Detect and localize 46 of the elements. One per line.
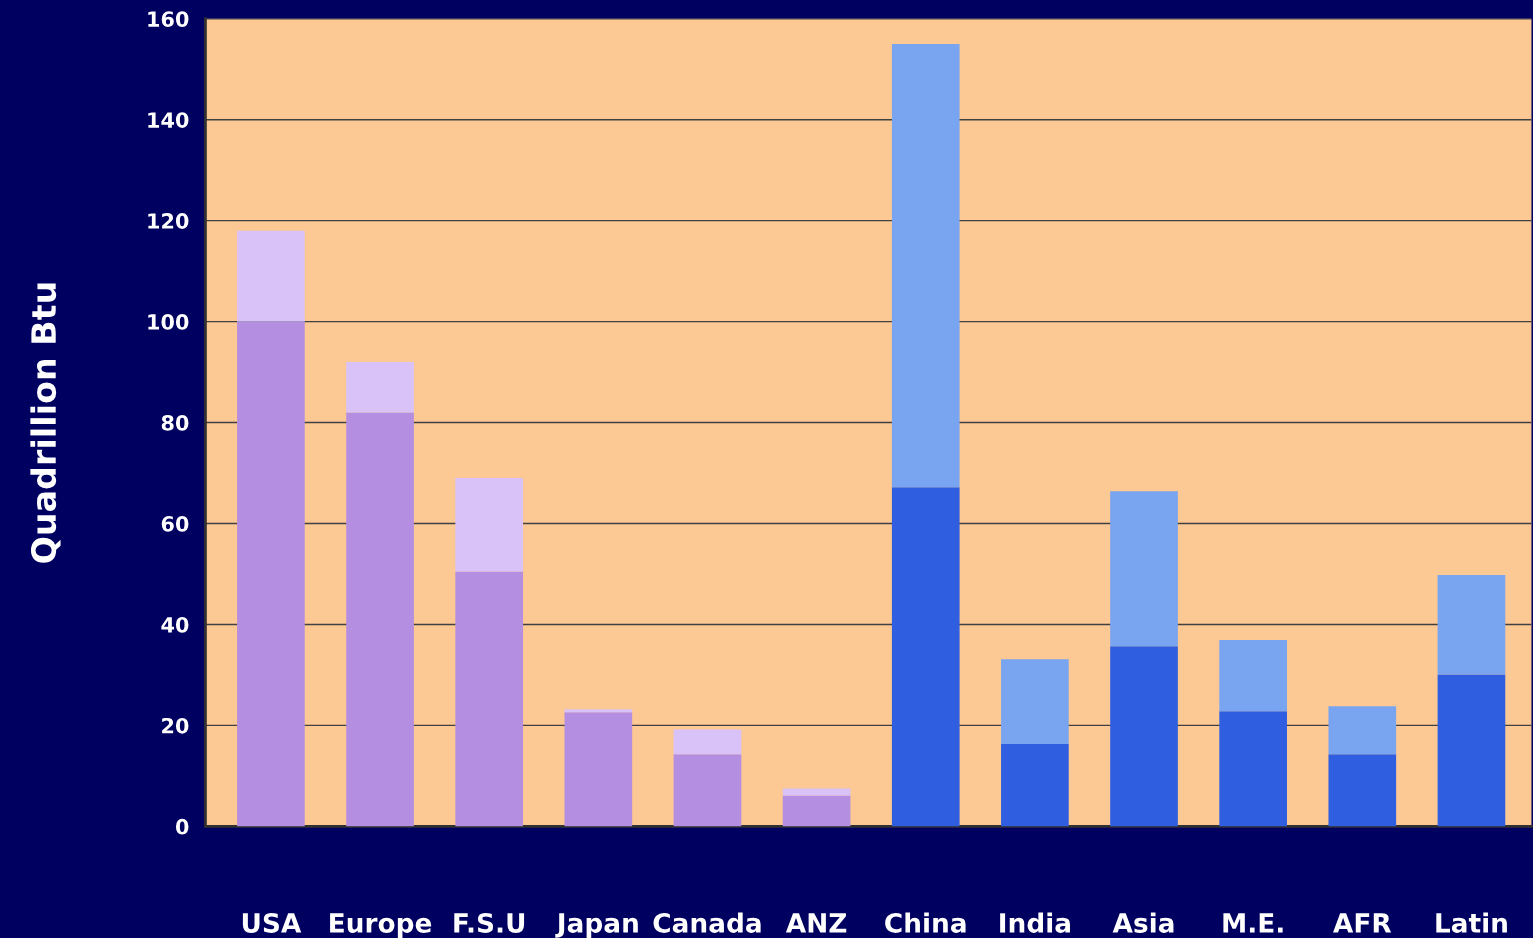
bar [237,321,305,827]
y-tick-label: 20 [162,717,189,734]
y-tick-label: 60 [161,515,189,532]
bar [1437,674,1506,827]
bar [1001,744,1069,827]
bar [346,412,414,827]
bar [455,571,524,827]
bar [673,729,742,755]
bar [237,230,305,322]
bar [1437,575,1506,675]
y-tick-label: 80 [161,415,189,431]
bar [455,478,524,572]
x-tick-label: Asia [1112,912,1174,933]
bar [1328,754,1397,827]
x-tick-label: ANZ [785,913,847,933]
bar [782,795,851,827]
y-tick-label: 100 [148,314,189,330]
x-tick-label: Latin [1436,912,1507,933]
x-tick-label: M.E. [1223,913,1283,933]
y-tick-label: 0 [175,818,189,835]
bar [782,788,851,796]
bar [1110,491,1178,647]
y-axis-title: Quadrillion Btu [30,283,61,563]
x-tick-label: AFR [1333,913,1392,933]
x-tick-label: Japan [555,913,638,938]
bar [1328,706,1397,755]
y-tick-label: 120 [148,213,189,229]
y-tick-label: 40 [161,616,189,633]
x-tick-label: USA [242,912,302,933]
y-tick-label: 140 [148,112,189,128]
bar [891,487,960,827]
bar [1219,711,1287,827]
bar [1001,659,1069,745]
bar [673,754,742,827]
bar [564,712,633,827]
x-tick-label: Canada [653,912,761,933]
bar [1219,640,1287,712]
bar [564,709,633,713]
x-tick-label: F.S.U [454,912,525,933]
y-tick-label: 160 [148,11,189,27]
x-tick-label: Europe [330,913,432,938]
x-tick-label: India [1000,912,1070,933]
bar [891,44,960,488]
bar [346,362,414,413]
bar [1110,646,1178,827]
x-tick-label: China [885,912,966,933]
